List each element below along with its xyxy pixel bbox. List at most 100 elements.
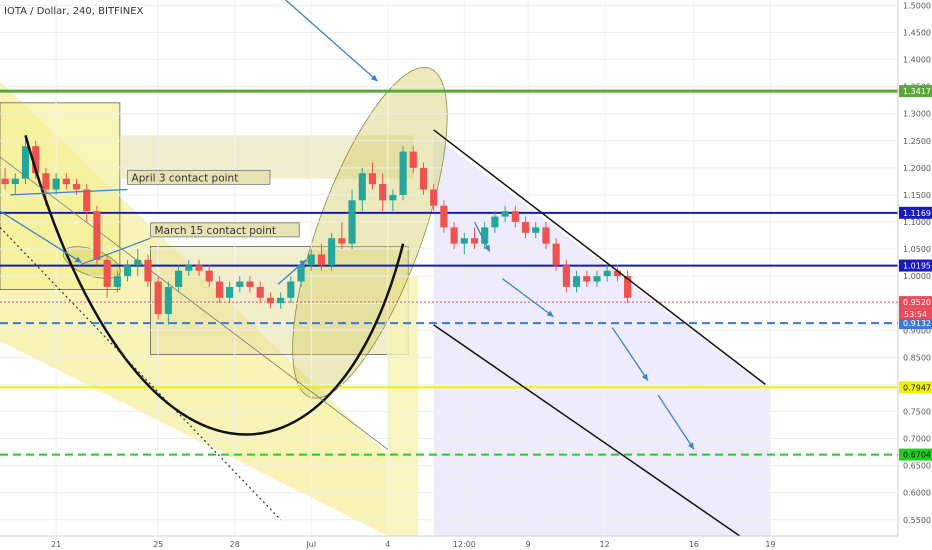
y-tick-label: 0.7000: [903, 435, 931, 444]
arrow-mid-3: [611, 327, 649, 381]
x-tick-label: 12:00: [453, 540, 476, 549]
projection-zone: [433, 135, 771, 537]
level-tag-support-0670: [899, 448, 932, 461]
cup-curve: [24, 135, 405, 436]
candle-body: [328, 238, 336, 266]
candle-body: [21, 146, 30, 179]
arrow-rally-head: [299, 259, 307, 267]
x-tick-label: 21: [51, 540, 61, 549]
y-tick-label: 1.3000: [903, 110, 931, 119]
candle-body: [287, 281, 295, 298]
y-tick-label: 1.2000: [903, 164, 931, 173]
candle-body: [379, 184, 387, 201]
candle-body: [338, 238, 346, 244]
y-tick-label: 1.5000: [903, 1, 931, 10]
april-3-contact-label: April 3 contact point: [132, 172, 239, 184]
level-tag-label-support-0794: 0.7947: [903, 383, 931, 392]
level-tag-label-resistance-1019: 1.0195: [903, 262, 931, 271]
candle-body: [185, 265, 193, 271]
x-tick-label: 12: [600, 540, 610, 549]
y-tick-label: 0.5500: [903, 516, 931, 525]
candle-body: [368, 173, 377, 185]
level-tag-label-support-0670: 0.6704: [903, 451, 931, 460]
arrow-left: [0, 210, 82, 264]
candle-body: [317, 254, 326, 266]
candle-body: [470, 238, 479, 244]
y-tick-label: 1.1500: [903, 191, 931, 200]
candle-body: [440, 205, 448, 228]
level-tag-support-0913: [899, 317, 932, 330]
candle-body: [491, 216, 499, 228]
candle-body: [460, 238, 468, 244]
candle-body: [175, 270, 183, 287]
candle-body: [542, 227, 550, 244]
yellow-channel-edge: [0, 156, 389, 450]
arrow-top-head: [370, 74, 378, 82]
y-tick-label: 0.6500: [903, 462, 931, 471]
y-tick-label: 1.0500: [903, 245, 931, 254]
candle-body: [103, 259, 111, 287]
channel-bottom-line: [433, 324, 741, 537]
candle-body: [72, 184, 81, 190]
countdown-tag: [899, 308, 932, 320]
candle-body: [205, 270, 213, 282]
candle-body: [277, 297, 285, 304]
x-tick-label: 19: [765, 540, 775, 549]
candle-body: [32, 146, 40, 174]
candle-body: [52, 178, 60, 190]
candle-body: [93, 211, 101, 260]
arrow-mid-4-head: [687, 442, 694, 450]
x-tick-label: 16: [689, 540, 699, 549]
level-tag-support-0794: [899, 381, 932, 394]
drawings-layer: April 3 contact point March 15 contact po…: [0, 0, 766, 537]
candle-body: [226, 286, 234, 298]
arrow-mid-1-head: [484, 244, 490, 252]
candle-body: [164, 286, 172, 315]
y-axis: 1.50001.45001.40001.35001.30001.25001.20…: [897, 0, 932, 550]
candle-body: [572, 276, 581, 287]
candle-body: [521, 221, 530, 233]
shaded-zones-layer: [0, 67, 771, 537]
level-tag-resistance-1341: [899, 85, 932, 98]
y-tick-label: 0.7500: [903, 407, 931, 416]
x-tick-label: 25: [153, 540, 163, 549]
candle-body: [481, 227, 489, 244]
candle-body: [511, 211, 519, 222]
candle-body: [154, 281, 162, 315]
candle-body: [501, 211, 509, 217]
candle-body: [358, 173, 366, 201]
candle-body: [134, 259, 142, 266]
april-3-contact-pointer: [10, 188, 128, 196]
candle-body: [613, 270, 621, 277]
level-tag-label-resistance-1341: 1.3417: [903, 87, 931, 96]
x-tick-label: 9: [526, 540, 531, 549]
x-tick-label: Jul: [305, 540, 316, 549]
x-tick-label: 4: [385, 540, 390, 549]
y-tick-label: 0.6000: [903, 489, 931, 498]
candle-body: [246, 281, 254, 287]
arrow-top: [285, 0, 378, 82]
candle-body: [215, 281, 223, 298]
candle-body: [399, 151, 407, 195]
candle-body: [297, 265, 305, 282]
candle-body: [583, 276, 591, 282]
candle-body: [532, 227, 540, 233]
candle-body: [419, 167, 428, 190]
chart-title: IOTA / Dollar, 240, BITFINEX: [4, 6, 144, 17]
candle-body: [42, 173, 50, 190]
candle-body: [348, 200, 356, 244]
y-tick-label: 1.0000: [903, 272, 931, 281]
candle-body: [430, 189, 438, 206]
arrow-left-head: [74, 256, 82, 263]
level-tag-label-resistance-1116: 1.1169: [903, 209, 931, 218]
y-tick-label: 1.4000: [903, 56, 931, 65]
march-15-contact-box: [150, 222, 300, 238]
arrow-mid-2-head: [546, 310, 554, 317]
arrow-mid-3-head: [641, 373, 648, 381]
rally-ellipse: [292, 67, 448, 399]
april-3-contact-box: [127, 169, 271, 185]
candle-body: [450, 227, 458, 244]
candle-body: [236, 281, 244, 287]
